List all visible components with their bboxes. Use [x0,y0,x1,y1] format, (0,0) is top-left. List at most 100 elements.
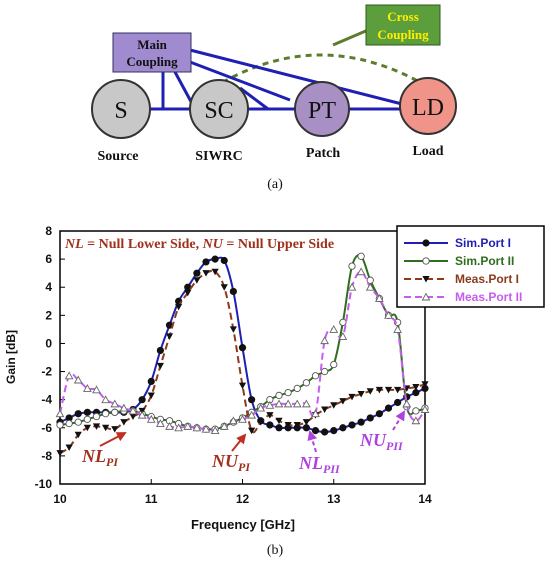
x-tick-label: 11 [145,492,158,506]
y-tick-label: 0 [45,336,52,350]
data-point [375,386,383,394]
node-patch-label: PT [308,98,336,124]
data-point [348,421,356,429]
legend-item: Meas.Port I [404,272,519,286]
legend-label: Sim.Port II [455,254,514,268]
y-tick-label: -8 [41,449,52,463]
caption-a: (a) [267,177,283,192]
data-point [74,431,82,439]
data-point [347,282,357,291]
data-point [56,450,64,457]
data-point [302,399,311,408]
legend-marker [422,276,430,283]
data-point [293,384,301,393]
data-point [202,270,210,277]
node-load-label: LD [412,95,444,121]
data-point [320,336,329,345]
data-point [330,402,338,409]
data-point [156,346,164,355]
null-definition-annotation: NL = Null Lower Side, NU = Null Upper Si… [64,237,334,252]
arrow-nl-pi [99,432,127,447]
y-tick-label: 6 [45,252,52,266]
main-coupling-label-line2: Coupling [126,54,178,69]
data-point [238,414,247,423]
series-meas-port-ii [55,267,430,435]
main-coupling-box [112,32,192,73]
nu-definition: = Null Upper Side [223,237,334,252]
node-patch-caption: Patch [306,146,340,161]
data-point [384,404,393,412]
arrow-nu-pi [231,433,247,452]
main-coupling-label-line1: Main [137,37,167,52]
data-point [74,418,82,426]
data-point [411,416,421,425]
data-point [83,424,91,432]
legend-label: Sim.Port I [455,236,511,250]
data-point [201,424,211,433]
cross-coupling-label-line1: Cross [387,9,419,24]
data-point [156,362,164,370]
data-point [366,414,374,422]
data-point [83,383,92,392]
data-point [55,409,65,418]
data-point [129,413,137,421]
legend-marker [422,257,430,265]
legend: Sim.Port I Sim.Port II Meas.Port I Meas.Por… [396,225,545,308]
data-point [184,283,192,291]
data-point [193,269,201,277]
data-point [357,418,365,426]
null-label-nu-pii: NUPII [359,430,404,453]
data-point [412,407,420,415]
data-point [284,388,292,397]
data-point [321,406,329,414]
data-point [174,423,183,432]
data-point [146,414,156,423]
series-meas-port-i [56,268,429,457]
node-siwrc-caption: SIWRC [195,149,242,164]
gain-chart: 8 6 4 2 0 -2 -4 -6 -8 -10 10 11 12 13 14 Gain [dB] Fr… [4,224,545,558]
data-point [83,415,92,423]
data-point [292,399,302,408]
data-point [128,406,138,415]
y-axis: 8 6 4 2 0 -2 -4 -6 -8 -10 [35,224,65,491]
data-point [175,303,183,311]
legend-marker [422,239,430,247]
data-point [73,375,83,384]
data-point [65,444,73,451]
data-point [65,419,73,428]
data-point [339,318,347,327]
data-point [247,410,256,419]
data-point [330,426,338,435]
data-point [311,372,320,380]
data-point [284,421,292,429]
data-point [366,388,374,395]
data-point [229,287,237,296]
data-point [92,385,101,394]
cross-coupling-pointer [332,28,369,47]
legend-item: Meas.Port II [404,290,522,304]
data-point [110,399,120,408]
data-point [321,428,329,436]
legend-item: Sim.Port II [404,254,514,268]
node-siwrc: SC SIWRC [189,79,249,164]
data-point [165,421,174,430]
data-point [357,252,365,260]
node-source: S Source [91,79,151,164]
cross-coupling-label-line2: Coupling [377,27,429,42]
data-point [384,310,393,319]
x-tick-label: 14 [418,492,432,506]
data-point [366,276,374,284]
data-point [120,419,128,426]
data-point [156,419,165,428]
data-point [238,344,247,352]
node-source-label: S [114,98,127,124]
legend-label: Meas.Port I [455,272,519,286]
data-point [184,289,192,297]
data-point [357,391,365,398]
data-point [394,398,402,407]
data-point [283,399,293,408]
data-point [248,396,256,404]
data-point [193,277,201,284]
data-point [165,333,174,340]
